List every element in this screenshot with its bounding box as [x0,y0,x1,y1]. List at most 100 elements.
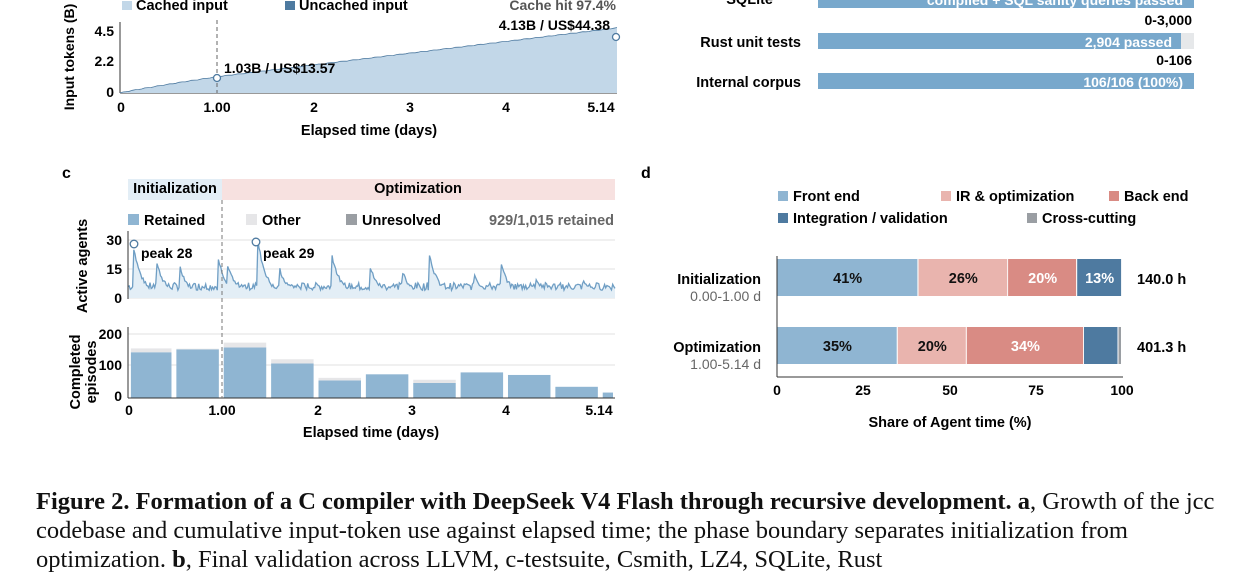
d-row-label-opt: Optimization [673,340,761,356]
b-range-rust: 0-106 [1156,52,1192,68]
panel-c-tag: c [62,165,71,182]
a-xlabel: Elapsed time (days) [301,123,437,139]
episode-bar-retained [365,374,409,398]
b-bar-text-corpus: 106/106 (100%) [1083,74,1183,90]
legend-swatch-integration [778,213,788,223]
legend-other-label: Other [262,213,301,229]
legend-uncached-label: Uncached input [299,0,408,14]
b-row-label-corpus: Internal corpus [696,75,801,91]
agent-time-segment [897,327,966,364]
caption-lead: Figure 2. Formation of a C compiler with… [36,488,1012,515]
agent-time-segment-label: 34% [1011,339,1040,355]
agent-time-segment [918,259,1008,296]
episode-bar-retained [271,363,314,398]
episode-bar-retained [318,380,361,398]
agent-time-segment [1077,259,1122,296]
c-top-ylabel: Active agents [75,219,91,313]
c-xtick: 2 [314,402,322,418]
agent-time-segment [777,259,918,296]
a-mid-label: 1.03B / US$13.57 [224,60,336,76]
d-total-init: 140.0 h [1137,272,1186,288]
a-ylabel: Input tokens (B) [61,4,77,111]
legend-swatch-uncached [285,1,295,10]
legend-swatch-unresolved [346,214,357,225]
b-bar-text-sqlite: compiled + SQL sanity queries passed [927,0,1183,8]
episode-bar-retained [555,386,598,398]
uncached-token-line [119,27,618,94]
cumulative-token-area [120,27,617,93]
legend-frontend-label: Front end [793,189,860,205]
c-xtick: 4 [502,402,510,418]
retained-note: 929/1,015 retained [489,213,614,229]
d-xtick: 25 [855,382,871,398]
agent-time-segment-label: 41% [833,271,862,287]
b-row-label-sqlite: SQLite [726,0,773,8]
episode-bar-other [176,348,219,350]
episode-bar-other [223,342,267,348]
b-bar-corpus [818,73,1194,89]
active-agents-line [127,239,616,293]
b-bar-sqlite [818,0,1194,8]
phase-init-band [128,179,222,200]
b-range-sqlite: 0-3,000 [1145,12,1193,28]
c-bottom-ytick: 0 [114,388,122,404]
agent-time-segment-label: 20% [1028,271,1057,287]
c-bottom-ytick: 100 [99,357,123,373]
episode-bar-other [413,379,456,383]
a-xtick: 0 [117,99,125,115]
b-bar-text-rust: 2,904 passed [1085,34,1172,50]
legend-unresolved-label: Unresolved [362,213,441,229]
panel-a: Cached input Uncached input Cache hit 97… [61,0,621,139]
a-ytick: 2.2 [95,53,115,69]
agent-time-segment-label: 26% [949,271,978,287]
d-xtick: 0 [773,382,781,398]
agent-time-segment [1084,327,1118,364]
c-xtick: 3 [408,402,416,418]
panel-d-tag: d [641,165,651,182]
panel-c: c Initialization Optimization Retained O… [62,165,616,441]
c-xtick: 1.00 [208,402,235,418]
agent-time-segment-label: 13% [1085,271,1114,287]
active-agents-fill [128,240,615,298]
d-xtick: 50 [942,382,958,398]
legend-backend-label: Back end [1124,189,1188,205]
agent-time-segment [1118,327,1121,364]
legend-crosscutting-label: Cross-cutting [1042,211,1136,227]
phase-opt-band [222,179,615,200]
a-xtick: 2 [310,99,318,115]
legend-swatch-ir [941,191,951,201]
episode-bar-other [318,377,361,381]
episode-bars [130,342,613,398]
episode-bar-retained [130,352,172,398]
a-ytick: 0 [106,84,114,100]
c-xlabel: Elapsed time (days) [303,425,439,441]
episode-bar-retained [413,382,456,398]
a-xtick: 5.14 [587,99,614,115]
cache-hit-label: Cache hit 97.4% [509,0,616,13]
a-xtick: 1.00 [203,99,230,115]
agent-time-segment [966,327,1084,364]
legend-cached-label: Cached input [136,0,228,14]
c-top-ytick: 0 [114,290,122,306]
c-bottom-ytick: 200 [99,326,123,342]
legend-swatch-other [246,214,257,225]
caption-a-text: , Growth of the jcc codebase and cumulat… [36,488,1215,573]
a-xtick: 3 [406,99,414,115]
legend-swatch-crosscutting [1027,213,1037,223]
episode-bar-retained [176,349,219,398]
panel-d: d Front end IR & optimization Back end I… [641,165,1188,431]
d-xtick: 100 [1110,382,1134,398]
episode-bar-other [271,359,314,364]
d-xtick: 75 [1028,382,1044,398]
legend-ir-label: IR & optimization [956,189,1074,205]
panel-b: SQLite compiled + SQL sanity queries pas… [696,0,1194,91]
c-xtick: 0 [125,402,133,418]
legend-swatch-retained [128,214,139,225]
c-bottom-ylabel-1: Completed [68,335,84,410]
a-end-label: 4.13B / US$44.38 [499,17,611,33]
c-bottom-ylabel-2: episodes [84,341,100,404]
c-top-ytick: 15 [106,261,122,277]
d-total-opt: 401.3 h [1137,340,1186,356]
episode-bar-other [130,348,172,353]
a-marker-end [611,32,621,42]
